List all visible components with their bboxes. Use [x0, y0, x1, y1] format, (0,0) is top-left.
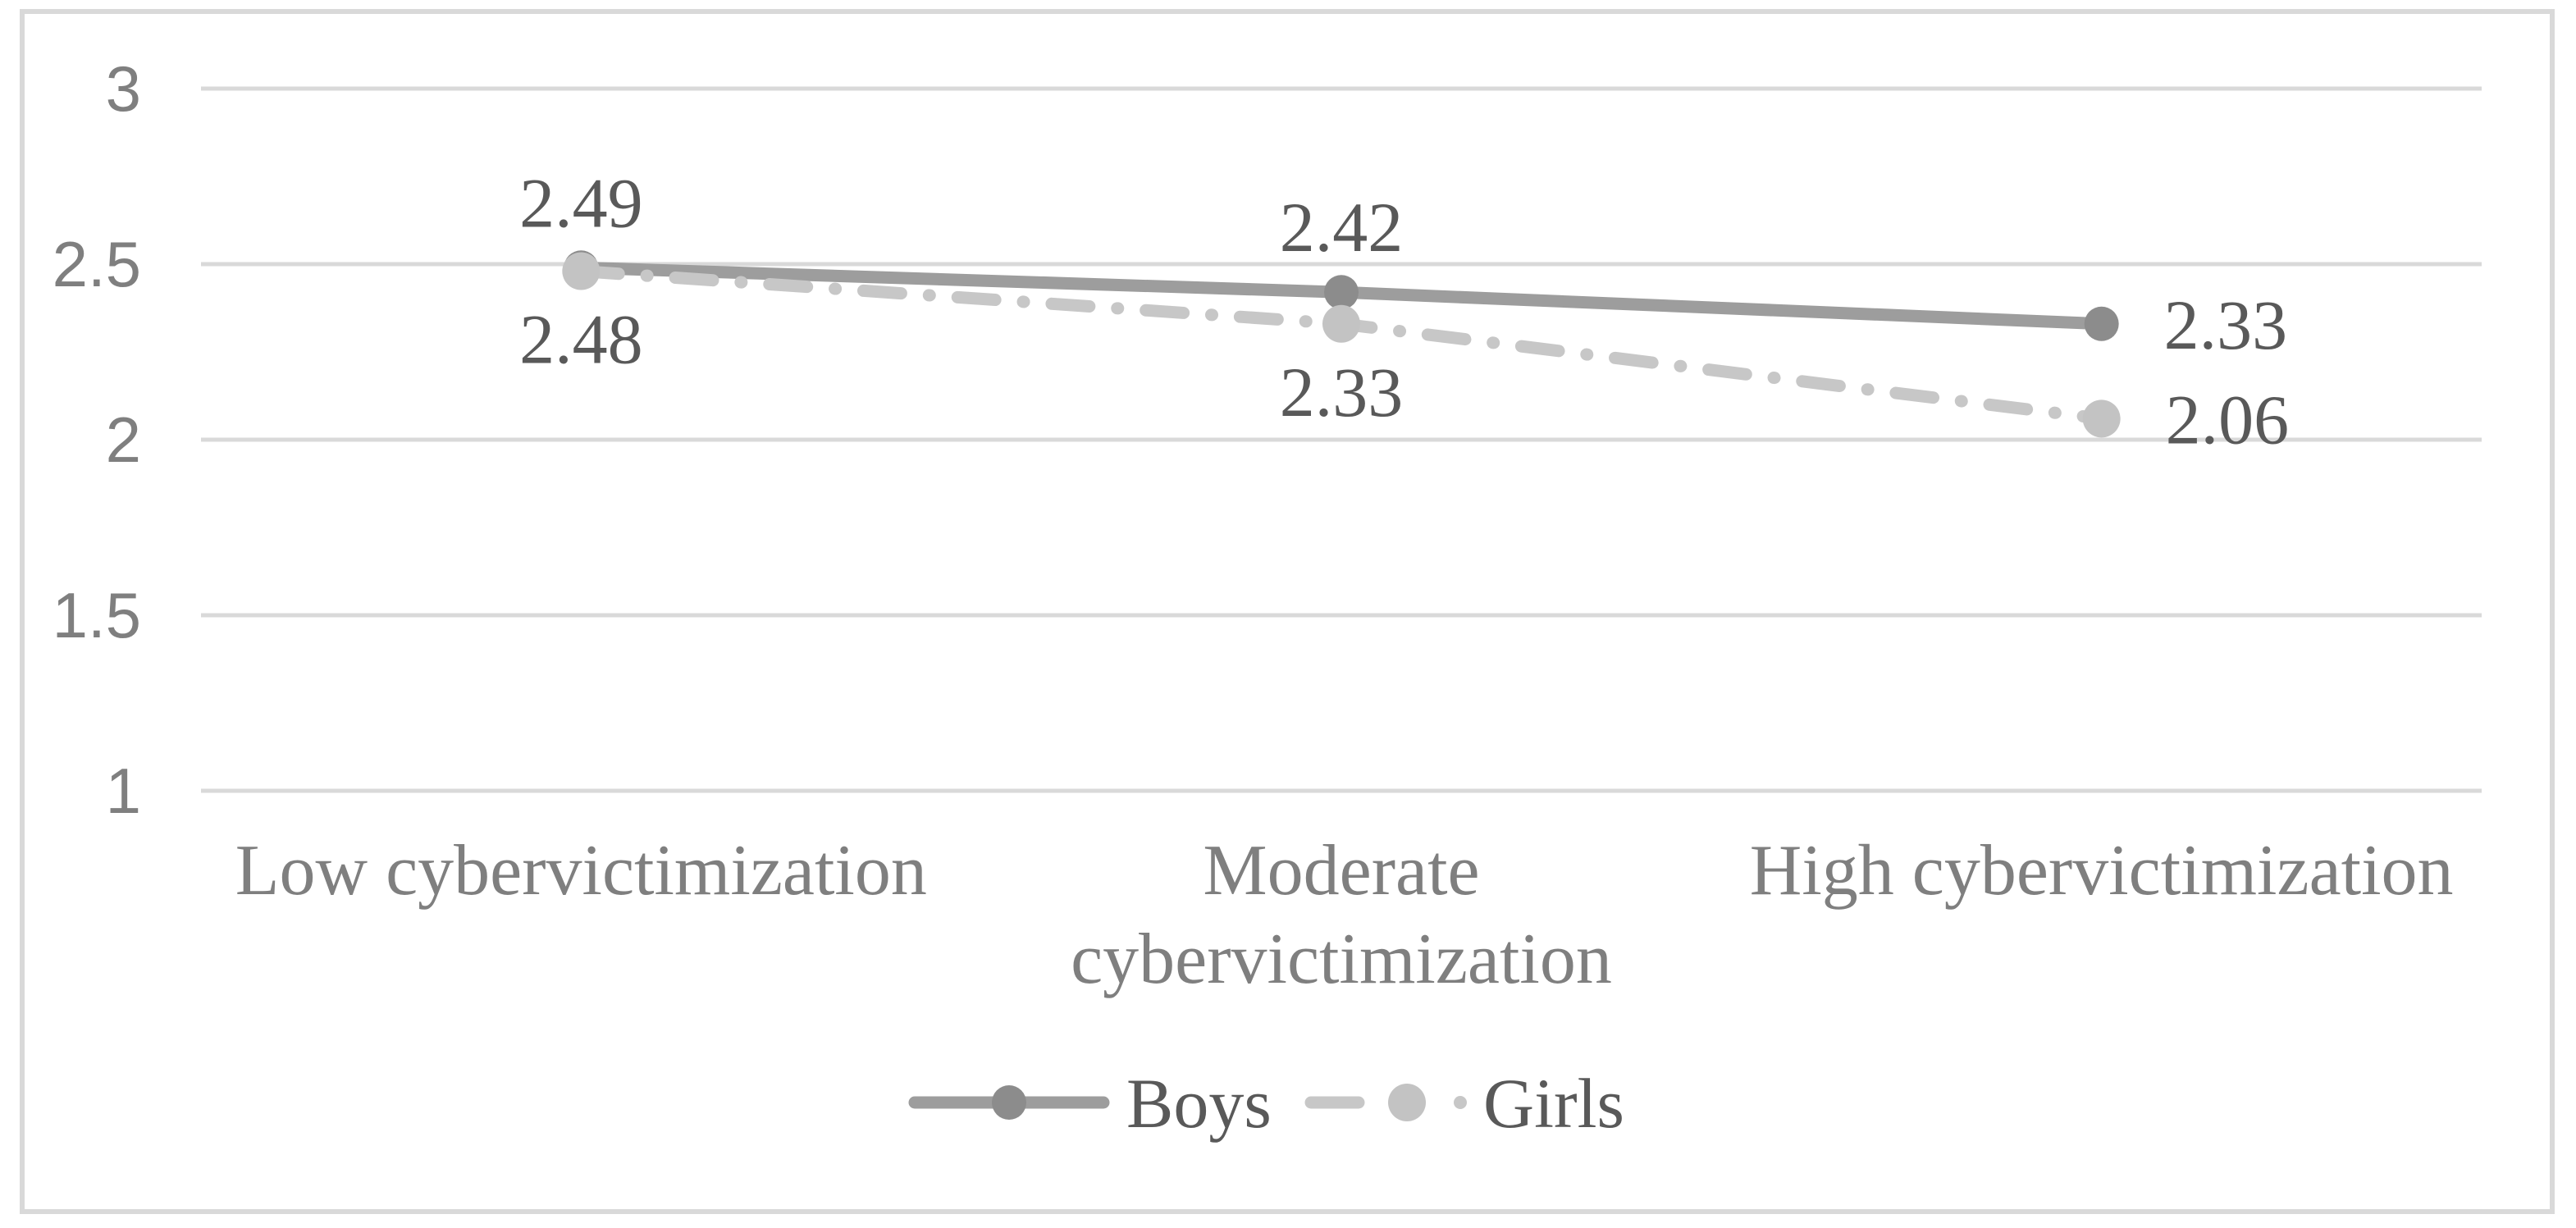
chart-area-border [20, 9, 2555, 1214]
category-label: Low cybervictimization [235, 831, 927, 911]
y-tick-label: 3 [106, 52, 141, 125]
legend-label-girls: Girls [1483, 1064, 1624, 1143]
data-label-boys: 2.33 [2164, 285, 2288, 364]
category-label: High cybervictimization [1750, 831, 2454, 911]
y-tick-label: 1.5 [53, 579, 141, 651]
legend-marker-boys [992, 1085, 1026, 1120]
data-label-girls: 2.33 [1280, 353, 1404, 431]
legend-marker-girls [1388, 1084, 1426, 1121]
y-tick-label: 2.5 [53, 228, 141, 300]
legend-label-boys: Boys [1126, 1064, 1272, 1143]
series-marker-girls [1322, 304, 1360, 343]
data-label-boys: 2.42 [1280, 188, 1404, 267]
series-marker-boys [2084, 306, 2119, 341]
category-label: Moderate [1203, 831, 1479, 911]
category-label: cybervictimization [1071, 920, 1612, 999]
data-label-boys: 2.49 [519, 163, 643, 242]
series-marker-boys [1324, 275, 1359, 310]
series-marker-girls [562, 252, 601, 290]
y-tick-label: 1 [106, 755, 141, 827]
legend-dot-girls [1454, 1096, 1467, 1109]
data-label-girls: 2.48 [519, 300, 643, 379]
series-marker-girls [2082, 399, 2121, 438]
data-label-girls: 2.06 [2166, 380, 2290, 459]
y-tick-label: 2 [106, 404, 141, 476]
